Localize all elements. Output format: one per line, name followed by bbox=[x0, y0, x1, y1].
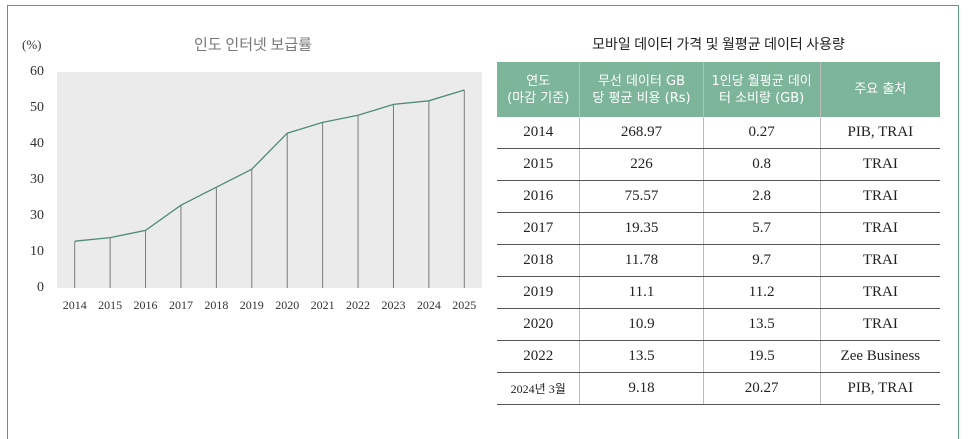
y-tick-label: 60 bbox=[30, 64, 44, 79]
table-cell: 10.9 bbox=[579, 308, 704, 341]
header-row: 연도 (마감 기준) 무선 데이터 GB 당 평균 비용 (Rs) 1인당 월평균 데이… bbox=[497, 62, 940, 117]
header-line: 당 평균 비용 (Rs) bbox=[592, 90, 691, 106]
y-tick-label: 50 bbox=[30, 100, 44, 115]
table-cell: 2019 bbox=[497, 276, 580, 309]
table-cell: 2024년 3월 bbox=[497, 372, 580, 405]
y-tick-label: 30 bbox=[30, 172, 44, 187]
unit-label: (%) bbox=[22, 37, 42, 52]
table-cell: 5.7 bbox=[702, 212, 821, 245]
table-cell: 0.8 bbox=[702, 148, 821, 181]
x-tick-label: 2015 bbox=[98, 298, 122, 312]
table-cell: 2017 bbox=[497, 212, 580, 245]
table-cell: 9.7 bbox=[702, 244, 821, 277]
header-line: 주요 출처 bbox=[854, 82, 907, 97]
table-row: 2014 268.97 0.27 PIB, TRAI bbox=[497, 117, 940, 149]
table-row: 2024년 3월 9.18 20.27 PIB, TRAI bbox=[497, 372, 940, 405]
table-cell: 11.2 bbox=[702, 276, 821, 309]
table-cell: TRAI bbox=[819, 148, 940, 181]
table-cell: 13.5 bbox=[702, 308, 821, 341]
table-row: 2019 11.1 11.2 TRAI bbox=[497, 276, 940, 309]
table-cell: 9.18 bbox=[579, 372, 704, 405]
table-cell: 13.5 bbox=[579, 340, 704, 373]
x-tick-label: 2017 bbox=[169, 298, 193, 312]
plot-background bbox=[57, 72, 482, 288]
table-cell: 2018 bbox=[497, 244, 580, 277]
table-cell: Zee Business bbox=[819, 340, 940, 373]
x-tick-label: 2014 bbox=[63, 298, 87, 312]
table-cell: 2022 bbox=[497, 340, 580, 373]
table-cell: 226 bbox=[579, 148, 704, 181]
header-line: 터 소비량 (GB) bbox=[718, 90, 805, 106]
header-cell: 1인당 월평균 데이 터 소비량 (GB) bbox=[702, 62, 821, 117]
table-row: 2017 19.35 5.7 TRAI bbox=[497, 212, 940, 245]
table-cell: 11.78 bbox=[579, 244, 704, 277]
table-cell: 19.35 bbox=[579, 212, 704, 245]
header-cell: 주요 출처 bbox=[819, 62, 940, 117]
table-cell: 2020 bbox=[497, 308, 580, 341]
table-cell: 20.27 bbox=[702, 372, 821, 405]
x-tick-label: 2018 bbox=[204, 298, 228, 312]
chart: (%) 인도 인터넷 보급률 0 10 30 30 40 50 60 2014 2015 2016… bbox=[22, 36, 482, 312]
header-cell: 무선 데이터 GB 당 평균 비용 (Rs) bbox=[579, 62, 704, 117]
data-table: 연도 (마감 기준) 무선 데이터 GB 당 평균 비용 (Rs) 1인당 월평균 데이… bbox=[497, 62, 940, 405]
frame bbox=[7, 5, 959, 439]
table-cell: 268.97 bbox=[579, 117, 704, 149]
table-cell: TRAI bbox=[819, 212, 940, 245]
header-line: (마감 기준) bbox=[507, 90, 570, 106]
table-cell: 0.27 bbox=[702, 117, 821, 149]
table-cell: 2016 bbox=[497, 180, 580, 213]
x-tick-label: 2021 bbox=[311, 298, 335, 312]
x-tick-label: 2020 bbox=[275, 298, 299, 312]
x-tick-label: 2023 bbox=[381, 298, 405, 312]
chart-title: 인도 인터넷 보급률 bbox=[194, 36, 312, 53]
x-tick-label: 2022 bbox=[346, 298, 370, 312]
y-tick-label: 0 bbox=[37, 280, 44, 295]
y-tick-label: 40 bbox=[30, 136, 44, 151]
table-cell: 2015 bbox=[497, 148, 580, 181]
x-tick-label: 2019 bbox=[240, 298, 264, 312]
header-line: 1인당 월평균 데이 bbox=[711, 73, 812, 89]
table-row: 2022 13.5 19.5 Zee Business bbox=[497, 340, 940, 373]
table-row: 2018 11.78 9.7 TRAI bbox=[497, 244, 940, 277]
table-cell: 19.5 bbox=[702, 340, 821, 373]
x-tick-label: 2016 bbox=[134, 298, 158, 312]
table-row: 2020 10.9 13.5 TRAI bbox=[497, 308, 940, 341]
x-tick-label: 2024 bbox=[417, 298, 441, 312]
table-row: 2016 75.57 2.8 TRAI bbox=[497, 180, 940, 213]
line bbox=[74, 89, 465, 242]
y-tick-label: 10 bbox=[30, 244, 44, 259]
x-tick-label: 2025 bbox=[452, 298, 476, 312]
table-cell: TRAI bbox=[819, 276, 940, 309]
table-cell: TRAI bbox=[819, 180, 940, 213]
header-cell: 연도 (마감 기준) bbox=[497, 62, 580, 117]
table-cell: 2.8 bbox=[702, 180, 821, 213]
y-tick-label: 30 bbox=[30, 208, 44, 223]
table-cell: TRAI bbox=[819, 244, 940, 277]
table-title: 모바일 데이터 가격 및 월평균 데이터 사용량 bbox=[592, 38, 845, 53]
header-line: 무선 데이터 GB bbox=[597, 73, 686, 89]
table-cell: PIB, TRAI bbox=[819, 117, 940, 149]
table-cell: 2014 bbox=[497, 117, 580, 149]
table-cell: TRAI bbox=[819, 308, 940, 341]
header-line: 연도 bbox=[526, 73, 551, 89]
table-cell: 11.1 bbox=[579, 276, 704, 309]
table-cell: PIB, TRAI bbox=[819, 372, 940, 405]
table-cell: 75.57 bbox=[579, 180, 704, 213]
table-row: 2015 226 0.8 TRAI bbox=[497, 148, 940, 181]
